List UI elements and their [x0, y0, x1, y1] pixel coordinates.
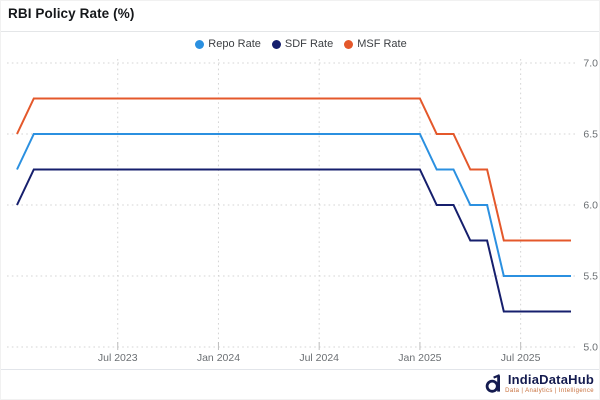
legend-dot-icon	[344, 39, 354, 49]
x-tick-label: Jan 2025	[398, 352, 441, 364]
y-tick-label: 5.0	[583, 342, 598, 354]
brand-text-block: IndiaDataHub Data | Analytics | Intellig…	[505, 372, 594, 394]
legend-label: SDF Rate	[284, 38, 334, 50]
legend-item-repo-rate[interactable]: Repo Rate	[195, 38, 261, 50]
series-line-repo-rate	[16, 133, 571, 277]
brand-name: IndiaDataHub	[507, 372, 594, 387]
legend-dot-icon	[271, 39, 281, 49]
y-tick-label: 5.5	[583, 271, 598, 283]
series-lines	[16, 97, 571, 313]
legend-dot-icon	[195, 39, 205, 49]
x-tick-label: Jan 2024	[197, 352, 240, 364]
chart-title: RBI Policy Rate (%)	[8, 6, 135, 21]
x-tick-label: Jul 2024	[299, 352, 339, 364]
brand-tagline: Data | Analytics | Intelligence	[505, 388, 594, 394]
legend-label: Repo Rate	[208, 38, 261, 50]
gridlines	[7, 59, 578, 350]
series-line-sdf-rate	[16, 168, 571, 313]
brand-logo-icon	[485, 374, 501, 393]
footer-divider	[1, 369, 599, 370]
x-tick-label: Jul 2025	[501, 352, 541, 364]
brand-logo: IndiaDataHub Data | Analytics | Intellig…	[485, 372, 594, 396]
title-divider	[1, 31, 599, 32]
axis-labels: 5.0 5.5 6.0 6.5 7.0 Jul 2023 Jan 2024 Jul 2024 J…	[98, 58, 598, 365]
y-tick-label: 7.0	[583, 58, 598, 70]
legend-label: MSF Rate	[357, 38, 407, 50]
legend-item-msf-rate[interactable]: MSF Rate	[344, 38, 407, 50]
y-tick-label: 6.5	[583, 129, 598, 141]
y-tick-label: 6.0	[583, 200, 598, 212]
series-line-msf-rate	[16, 97, 571, 242]
x-tick-label: Jul 2023	[98, 352, 138, 364]
legend-item-sdf-rate[interactable]: SDF Rate	[271, 38, 334, 50]
chart-legend: Repo Rate SDF Rate MSF Rate	[1, 38, 599, 50]
